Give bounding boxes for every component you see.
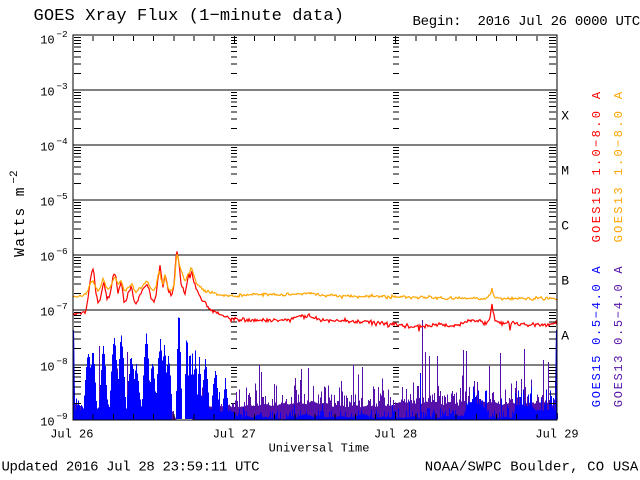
svg-text:−8: −8 (56, 356, 68, 367)
svg-text:10: 10 (40, 85, 54, 99)
svg-text:Watts m: Watts m (13, 186, 29, 257)
svg-text:10: 10 (40, 360, 54, 374)
svg-text:GOES15 1.0−8.0 A: GOES15 1.0−8.0 A (590, 90, 604, 243)
svg-text:Jul 29: Jul 29 (535, 428, 578, 442)
svg-text:−7: −7 (56, 301, 67, 312)
svg-text:Begin: 2016 Jul 26 0000 UTC: Begin: 2016 Jul 26 0000 UTC (413, 14, 640, 30)
svg-text:−5: −5 (56, 191, 68, 202)
svg-text:B: B (561, 274, 569, 289)
svg-text:Jul 26: Jul 26 (50, 428, 93, 442)
svg-text:GOES Xray Flux (1−minute data): GOES Xray Flux (1−minute data) (34, 7, 345, 26)
svg-text:M: M (561, 164, 569, 179)
svg-text:−2: −2 (56, 29, 67, 40)
svg-text:X: X (561, 109, 569, 124)
svg-text:C: C (561, 219, 569, 234)
svg-text:10: 10 (40, 415, 54, 429)
svg-text:−4: −4 (56, 136, 68, 147)
svg-text:10: 10 (40, 305, 54, 319)
svg-text:10: 10 (40, 140, 54, 154)
svg-text:GOES13 0.5−4.0 A: GOES13 0.5−4.0 A (612, 265, 626, 407)
svg-text:10: 10 (40, 195, 54, 209)
svg-text:Jul 28: Jul 28 (374, 428, 417, 442)
svg-text:A: A (561, 329, 569, 344)
svg-text:−6: −6 (56, 246, 68, 257)
svg-text:NOAA/SWPC Boulder, CO USA: NOAA/SWPC Boulder, CO USA (425, 460, 639, 476)
svg-text:GOES13 1.0−8.0 A: GOES13 1.0−8.0 A (612, 90, 626, 243)
svg-text:Updated 2016 Jul 28 23:59:11 U: Updated 2016 Jul 28 23:59:11 UTC (2, 460, 260, 476)
svg-text:GOES15 0.5−4.0 A: GOES15 0.5−4.0 A (590, 265, 604, 407)
svg-text:Jul 27: Jul 27 (213, 428, 256, 442)
svg-text:−3: −3 (56, 81, 68, 92)
svg-text:10: 10 (40, 34, 54, 48)
svg-text:−2: −2 (9, 170, 21, 183)
svg-text:10: 10 (40, 250, 54, 264)
svg-text:Universal Time: Universal Time (269, 442, 370, 456)
svg-text:−9: −9 (56, 411, 67, 422)
